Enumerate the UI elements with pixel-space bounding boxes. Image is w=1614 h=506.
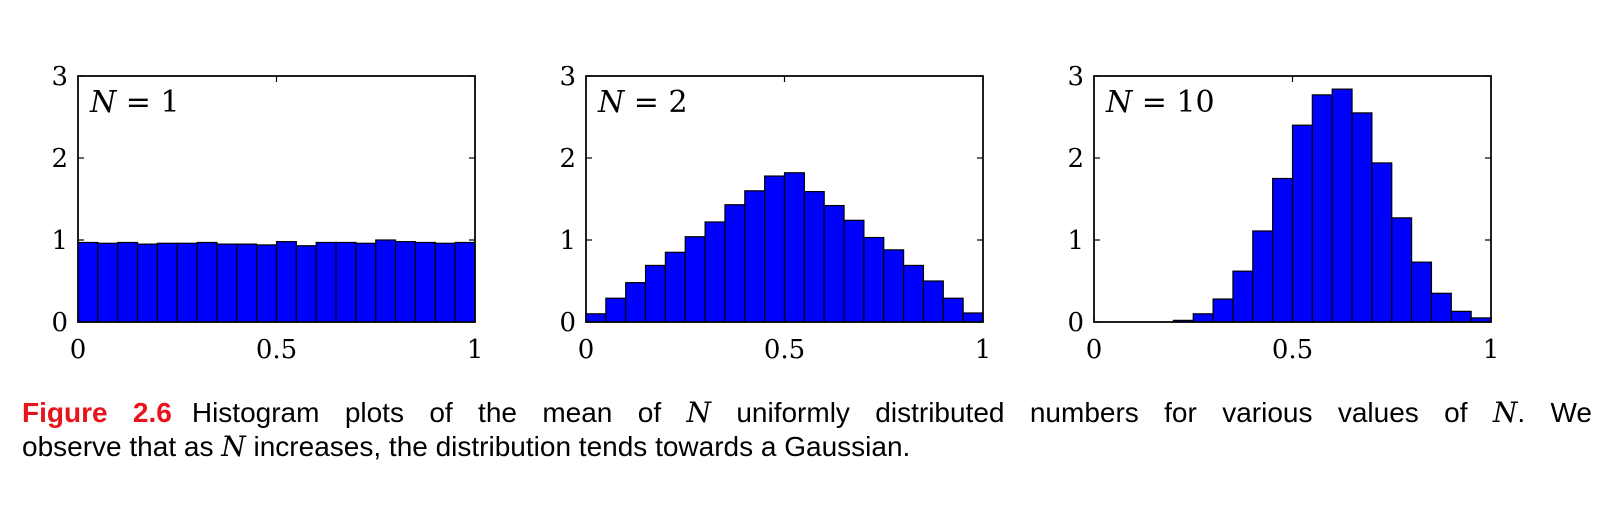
- histogram-bar: [97, 242, 119, 323]
- caption-text: increases, the distribution tends toward…: [253, 431, 911, 462]
- histogram-bar: [136, 243, 159, 323]
- histogram-bar: [117, 241, 139, 323]
- y-tick-label: 3: [1067, 62, 1084, 92]
- histogram-bar: [156, 242, 178, 323]
- histogram-bar: [922, 280, 944, 323]
- x-tick-label: 0.5: [764, 335, 805, 365]
- histogram-bar: [1450, 310, 1472, 323]
- caption-var: N: [221, 430, 246, 463]
- caption-var: N: [1492, 396, 1518, 429]
- y-tick-label: 2: [51, 144, 68, 174]
- histogram-bar: [625, 282, 647, 323]
- histogram-bar: [395, 241, 417, 323]
- histogram-bar: [724, 204, 746, 323]
- histogram-bar: [1410, 261, 1433, 323]
- histogram-panel-1: 0 1 2 3 0 0.5 1 N = 1: [51, 62, 483, 365]
- histogram-bar: [1331, 88, 1353, 323]
- histogram-bar: [823, 204, 845, 323]
- histogram-bar: [605, 297, 627, 323]
- figure-label: Figure 2.6: [22, 397, 172, 428]
- x-tick-label: 0: [578, 335, 595, 365]
- histogram-bar: [315, 241, 337, 323]
- x-tick-label: 0: [1086, 335, 1103, 365]
- y-tick-label: 3: [559, 62, 576, 92]
- y-tick-label: 1: [1067, 226, 1084, 256]
- y-tick-label: 0: [559, 308, 576, 338]
- panel-annotation: N = 2: [597, 85, 688, 120]
- histogram-bar: [176, 242, 198, 323]
- histogram-bar: [454, 241, 476, 323]
- y-tick-label: 2: [1067, 144, 1084, 174]
- caption-text: observe that as: [22, 431, 214, 462]
- histogram-bar: [1232, 270, 1254, 323]
- panel-annotation: N = 1: [89, 85, 180, 120]
- caption-text: uniformly distributed numbers for variou…: [736, 397, 1468, 428]
- y-tick-label: 0: [51, 308, 68, 338]
- histogram-bar: [684, 236, 706, 323]
- histogram-bar: [803, 191, 825, 323]
- caption-text: . We: [1517, 397, 1592, 428]
- histogram-bar: [1272, 177, 1294, 323]
- histogram-panel-2: 0 1 2 3 0 0.5 1 N = 2: [559, 62, 991, 365]
- x-tick-label: 1: [467, 335, 484, 365]
- histogram-bar: [664, 251, 686, 323]
- histogram-bar: [942, 297, 964, 323]
- histogram-bar: [434, 242, 456, 323]
- caption-line-2: observe that as N increases, the distrib…: [22, 430, 1592, 464]
- histogram-bar: [644, 264, 666, 323]
- histogram-bar: [256, 244, 278, 323]
- histogram-bar: [1430, 292, 1452, 323]
- histogram-bar: [1212, 298, 1234, 323]
- histogram-bar: [1291, 124, 1313, 323]
- y-tick-label: 3: [51, 62, 68, 92]
- x-tick-label: 0.5: [1272, 335, 1313, 365]
- caption-line-1: Figure 2.6 Histogram plots of the mean of…: [22, 396, 1592, 430]
- histogram-bar: [275, 241, 297, 323]
- caption-var: N: [686, 396, 711, 429]
- histogram-panel-3: 0 1 2 3 0 0.5 1 N = 10: [1067, 62, 1499, 365]
- histogram-bar: [335, 241, 357, 323]
- histogram-bar: [1252, 230, 1274, 323]
- histogram-bar: [843, 219, 865, 323]
- y-tick-label: 2: [559, 144, 576, 174]
- histogram-bar: [77, 241, 99, 323]
- histogram-bar: [196, 241, 218, 323]
- x-tick-label: 1: [1483, 335, 1500, 365]
- histogram-bar: [783, 172, 805, 323]
- histogram-bar: [216, 243, 238, 323]
- histogram-bar: [902, 264, 925, 323]
- histogram-bar: [863, 236, 885, 323]
- x-tick-label: 0.5: [256, 335, 297, 365]
- histogram-bar: [1192, 313, 1214, 323]
- histogram-bar: [585, 313, 607, 323]
- histogram-bar: [1371, 162, 1393, 323]
- figure-caption: Figure 2.6 Histogram plots of the mean of…: [22, 396, 1592, 464]
- histogram-bar: [962, 312, 984, 323]
- panel-annotation: N = 10: [1105, 85, 1215, 120]
- histogram-bar: [744, 190, 766, 323]
- histogram-bar: [236, 243, 258, 323]
- y-tick-label: 1: [51, 226, 68, 256]
- histogram-bar: [704, 221, 726, 323]
- histogram-bar: [1351, 112, 1373, 323]
- histogram-bar: [414, 241, 436, 323]
- y-tick-label: 0: [1067, 308, 1084, 338]
- histogram-bar: [1311, 94, 1333, 323]
- caption-text: Histogram plots of the mean of: [191, 397, 662, 428]
- histogram-bar: [883, 249, 905, 323]
- x-tick-label: 1: [975, 335, 992, 365]
- x-tick-label: 0: [70, 335, 87, 365]
- histogram-bar: [1391, 217, 1413, 323]
- histogram-bar: [764, 175, 786, 323]
- y-tick-label: 1: [559, 226, 576, 256]
- histogram-bar: [375, 239, 397, 323]
- histogram-bar: [355, 242, 377, 323]
- histogram-bar: [295, 245, 317, 323]
